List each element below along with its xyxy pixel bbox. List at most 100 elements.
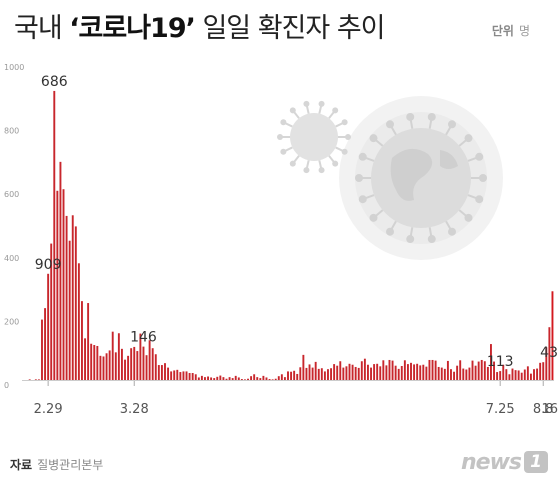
logo-mark: 1 [524, 451, 548, 473]
bar [41, 319, 43, 380]
bar [514, 370, 517, 380]
bar [259, 378, 262, 380]
bar [274, 378, 277, 380]
virus-spike-tip [427, 112, 436, 121]
bar [127, 355, 130, 380]
bar [505, 369, 508, 380]
bar [287, 371, 289, 380]
bar [320, 368, 323, 380]
virus-spike-tip [341, 119, 348, 126]
bar [271, 379, 274, 380]
bar [477, 361, 480, 380]
bar [391, 360, 394, 380]
bar [44, 308, 47, 380]
bar [145, 355, 148, 380]
bar [277, 376, 280, 380]
virus-spike-tip [479, 174, 487, 182]
unit-label-value: 명 [518, 24, 530, 38]
bar [139, 333, 142, 380]
virus-spike-tip [280, 148, 287, 155]
virus-spike-tip [386, 227, 394, 236]
bar [536, 368, 539, 380]
bar [179, 372, 182, 380]
bar [182, 371, 185, 380]
bar [228, 377, 231, 380]
virus-spike-tip [475, 152, 484, 161]
bar [59, 161, 62, 380]
bar [323, 371, 326, 380]
bar [299, 367, 302, 380]
bar [511, 368, 514, 380]
bar [336, 365, 339, 380]
virus-spike-tip [277, 134, 283, 140]
virus-spike-tip [448, 227, 456, 236]
bar [225, 378, 228, 380]
bar [388, 359, 391, 380]
bar [130, 348, 133, 380]
bar [345, 366, 348, 380]
virus-icon [277, 100, 351, 174]
bar [290, 371, 293, 380]
bar [136, 351, 139, 380]
bar [293, 370, 296, 380]
bar [400, 366, 403, 380]
bar [370, 367, 372, 380]
bar [360, 361, 363, 380]
bar [443, 368, 446, 380]
bar [124, 359, 126, 380]
bar [62, 189, 65, 380]
x-tick-label: 2.29 [34, 402, 63, 417]
y-tick-label: 1000 [4, 63, 24, 72]
data-label: 279 [531, 0, 558, 4]
coronavirus-illustration [277, 96, 503, 260]
x-tick-label: 16 [541, 402, 558, 417]
bar [164, 363, 166, 380]
y-tick-label: 400 [4, 254, 19, 263]
source-value: 질병관리본부 [37, 458, 104, 472]
bar [526, 366, 529, 380]
virus-spike-tip [289, 107, 296, 114]
title-suffix: 일일 확진자 추이 [194, 13, 385, 44]
bar [81, 301, 83, 380]
title-prefix: 국내 [14, 13, 70, 44]
bar [240, 379, 243, 380]
y-tick-label: 0 [4, 381, 9, 390]
bar [548, 327, 551, 380]
bar [428, 359, 431, 380]
bar [314, 361, 317, 380]
bar [142, 346, 145, 380]
bar [403, 360, 406, 380]
bar [87, 303, 90, 380]
bar [50, 243, 53, 380]
bar [425, 366, 428, 380]
bar [185, 371, 188, 380]
virus-continent [440, 150, 458, 169]
data-label: 146 [130, 330, 157, 346]
bar [367, 364, 369, 380]
bar [247, 378, 249, 380]
bar [351, 364, 354, 380]
title-highlight: ‘코로나19’ [69, 13, 196, 44]
bar [413, 364, 416, 380]
bar [268, 379, 271, 380]
bar [133, 346, 136, 380]
bar [533, 369, 535, 380]
bar [456, 365, 459, 380]
bar [520, 372, 523, 380]
bar [265, 377, 268, 380]
bar [157, 365, 160, 380]
bar [167, 367, 170, 380]
bar [342, 367, 345, 380]
bar [56, 190, 59, 380]
bar [151, 348, 154, 380]
x-tick-label: 7.25 [486, 402, 515, 417]
bar [416, 363, 419, 380]
virus-spike-tip [464, 134, 473, 143]
bar [474, 365, 477, 380]
bar [148, 340, 151, 380]
bar [219, 375, 222, 380]
bar [397, 368, 400, 380]
bar [90, 343, 93, 380]
virus-spike-tip [289, 160, 296, 167]
x-axis: 2.29 3.28 7.25 8.816 [34, 381, 558, 417]
